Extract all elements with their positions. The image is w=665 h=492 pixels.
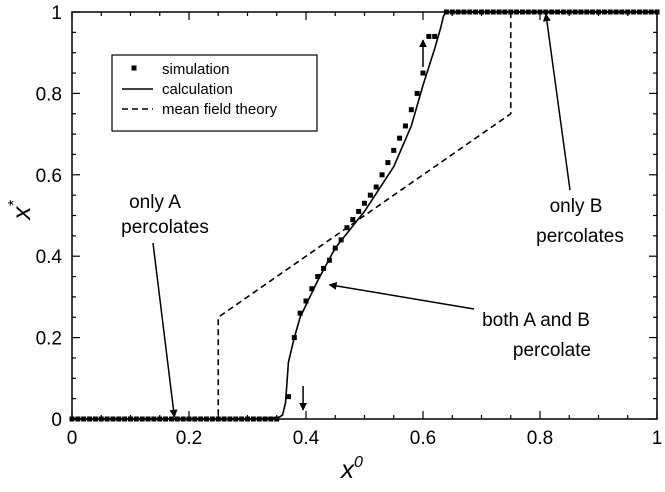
legend: simulation calculation mean field theory — [111, 54, 318, 132]
simulation-point — [402, 123, 408, 129]
y-tick-label: 1 — [51, 3, 62, 24]
legend-mean-field-label: mean field theory — [162, 101, 278, 118]
annotation-both-ab-line1: both A and B — [482, 310, 590, 331]
annotation-only-b-line1: only B — [550, 196, 603, 217]
simulation-point — [356, 208, 362, 214]
simulation-point — [379, 172, 385, 178]
y-tick-label: 0.2 — [36, 329, 62, 350]
simulation-point — [309, 286, 315, 292]
x-tick-label: 0.4 — [293, 428, 320, 449]
simulation-point — [303, 298, 309, 304]
annotation-only-b: only B percolates — [536, 13, 624, 247]
simulation-point — [373, 184, 379, 190]
legend-box — [111, 54, 318, 132]
x-axis-title-base: x — [339, 454, 355, 484]
simulation-point — [391, 147, 397, 153]
simulation-point — [420, 70, 426, 76]
y-tick-label: 0 — [51, 410, 62, 431]
tick-labels: 0 0.2 0.4 0.6 0.8 1 0 0.2 0.4 0.6 0.8 1 — [36, 3, 663, 449]
calculation-line — [72, 11, 657, 420]
annotation-only-a-arrow — [152, 242, 178, 418]
simulation-point — [426, 33, 432, 39]
y-tick-label: 0.6 — [36, 166, 62, 187]
annotation-only-b-line2: percolates — [536, 226, 624, 247]
annotation-only-b-arrow — [542, 13, 571, 191]
y-tick-label: 0.8 — [36, 84, 62, 105]
simulation-point — [297, 310, 303, 316]
y-tick-label: 0.4 — [36, 247, 63, 268]
simulation-point — [362, 200, 367, 206]
x-axis-title-superscript: 0 — [354, 454, 363, 471]
x-tick-label: 0 — [67, 428, 78, 449]
legend-simulation-marker — [131, 65, 137, 71]
x-tick-label: 0.6 — [410, 428, 436, 449]
y-axis-title-base: x — [6, 206, 36, 222]
y-axis-title-superscript: * — [6, 200, 23, 207]
legend-simulation-label: simulation — [162, 61, 230, 78]
simulation-point — [432, 33, 438, 39]
x-axis-title: x0 — [339, 454, 363, 484]
simulation-point — [408, 107, 414, 113]
simulation-point — [285, 394, 291, 400]
simulation-point — [414, 90, 420, 96]
annotation-both-ab-arrow — [328, 281, 475, 310]
simulation-point — [350, 217, 356, 223]
legend-calculation-label: calculation — [162, 81, 233, 98]
x-tick-label: 0.8 — [527, 428, 553, 449]
y-axis-title: x* — [6, 200, 36, 222]
simulation-point — [367, 192, 373, 198]
x-tick-label: 1 — [652, 428, 663, 449]
simulation-point — [397, 135, 403, 141]
simulation-point — [315, 274, 321, 280]
simulation-point — [385, 160, 391, 166]
ticks — [71, 11, 658, 420]
annotation-only-a-line2: percolates — [121, 217, 209, 238]
x-tick-label: 0.2 — [176, 428, 202, 449]
annotation-both-ab-line2: percolate — [513, 340, 591, 361]
annotation-both-ab: both A and B percolate — [328, 281, 591, 361]
annotation-only-a: only A percolates — [121, 192, 209, 418]
annotation-only-a-line1: only A — [129, 192, 181, 213]
